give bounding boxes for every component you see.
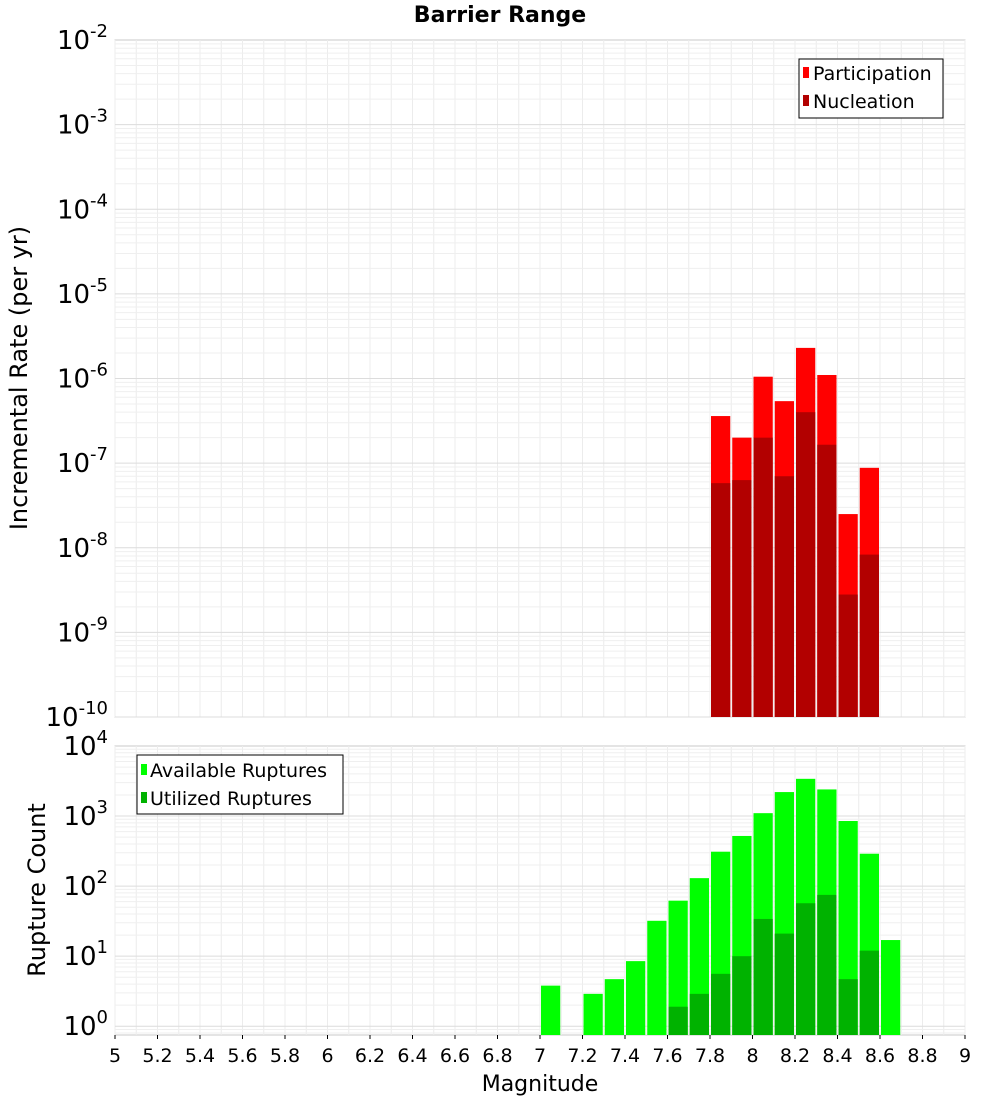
count-y-tick-label: 100 [63,1007,108,1042]
x-tick-label: 8.2 [780,1045,810,1067]
x-tick-label: 7 [534,1045,546,1067]
x-tick-label: 7.4 [610,1045,640,1067]
x-tick-label: 7.8 [695,1045,725,1067]
rate-legend: Participation Nucleation [798,58,944,119]
legend-swatch-available [141,764,147,775]
x-tick-label: 5.2 [142,1045,172,1067]
rate-y-tick-label: 10-4 [57,190,108,225]
rate-y-tick-label: 10-5 [57,275,108,310]
count-bar-available-ruptures [647,920,667,1035]
count-y-ticks: 104 103 102 101 100 [63,727,108,1042]
rate-y-tick-label: 10-7 [57,444,108,479]
x-tick-label: 8.8 [907,1045,937,1067]
count-bar-utilized-ruptures [838,979,858,1035]
legend-swatch-nucleation [803,95,809,106]
rate-bar-nucleation [817,444,837,717]
x-tick-label: 8.6 [865,1045,895,1067]
legend-label-utilized: Utilized Ruptures [150,788,312,810]
count-bar-available-ruptures [583,993,603,1035]
count-bar-utilized-ruptures [689,993,709,1035]
rate-bar-nucleation [774,476,794,717]
rate-bar-nucleation [838,594,858,717]
rate-plot: 10-2 10-3 10-4 10-5 10-6 10-7 10-8 10-9 10-10 In… [5,21,966,733]
count-x-ticks: 5 5.2 5.4 5.6 5.8 6 6.2 6.4 6.6 6.8 7 7.2 7.4 7.6 7.8 8… [109,1035,971,1067]
rate-y-ticks: 10-2 10-3 10-4 10-5 10-6 10-7 10-8 10-9 10-10 [46,21,109,733]
x-tick-label: 6.2 [355,1045,385,1067]
x-tick-label: 6.4 [397,1045,427,1067]
rate-y-axis-label: Incremental Rate (per yr) [5,226,33,530]
x-tick-label: 6.8 [482,1045,512,1067]
x-tick-label: 8 [746,1045,758,1067]
x-tick-label: 6.6 [440,1045,470,1067]
x-tick-label: 5.6 [227,1045,257,1067]
count-bars [541,778,901,1035]
legend-swatch-utilized [141,792,147,803]
rate-bar-nucleation [732,480,752,717]
count-legend: Available Ruptures Utilized Ruptures [136,754,344,815]
rate-bar-nucleation [796,412,816,717]
rate-y-tick-label: 10-9 [57,613,108,648]
rate-bars [711,347,879,717]
count-bar-utilized-ruptures [796,903,816,1035]
count-bar-available-ruptures [604,979,624,1035]
x-tick-label: 6 [321,1045,333,1067]
rate-bar-nucleation [859,554,879,717]
count-y-tick-label: 101 [63,937,108,972]
count-y-tick-label: 104 [63,727,108,762]
legend-swatch-participation [803,67,809,78]
rate-y-tick-label: 10-10 [46,698,109,733]
rate-y-tick-label: 10-2 [57,21,108,56]
rate-bar-nucleation [753,437,773,717]
count-bar-utilized-ruptures [817,894,837,1035]
count-legend-box [136,754,344,815]
count-plot: 104 103 102 101 100 5 5.2 5.4 5.6 5.8 6 6.2 6.4 6.6 6… [23,727,971,1097]
count-bar-utilized-ruptures [859,950,879,1035]
x-tick-label: 7.2 [567,1045,597,1067]
x-axis-label: Magnitude [482,1072,599,1097]
count-bar-available-ruptures [881,940,901,1035]
count-bar-available-ruptures [541,985,561,1035]
x-tick-label: 9 [959,1045,971,1067]
count-bar-available-ruptures [626,961,646,1035]
rate-grid [114,40,966,718]
count-bar-utilized-ruptures [711,973,731,1035]
legend-label-available: Available Ruptures [150,760,327,782]
legend-label-participation: Participation [813,63,932,85]
count-y-tick-label: 102 [63,867,108,902]
rate-bar-nucleation [711,483,731,717]
legend-label-nucleation: Nucleation [813,91,915,113]
rate-y-tick-label: 10-8 [57,529,108,564]
count-bar-utilized-ruptures [753,918,773,1035]
count-bar-utilized-ruptures [774,933,794,1035]
x-tick-label: 8.4 [822,1045,852,1067]
count-bar-utilized-ruptures [732,956,752,1035]
rate-legend-box [798,58,944,119]
count-y-axis-label: Rupture Count [23,803,51,977]
x-tick-label: 5 [109,1045,121,1067]
x-tick-label: 7.6 [652,1045,682,1067]
x-tick-label: 5.4 [185,1045,215,1067]
count-bar-utilized-ruptures [668,1006,688,1035]
x-tick-label: 5.8 [270,1045,300,1067]
rate-y-tick-label: 10-3 [57,106,108,141]
chart-title: Barrier Range [414,3,586,28]
count-y-tick-label: 103 [63,797,108,832]
count-bar-available-ruptures [668,900,688,1035]
rate-y-tick-label: 10-6 [57,360,108,395]
